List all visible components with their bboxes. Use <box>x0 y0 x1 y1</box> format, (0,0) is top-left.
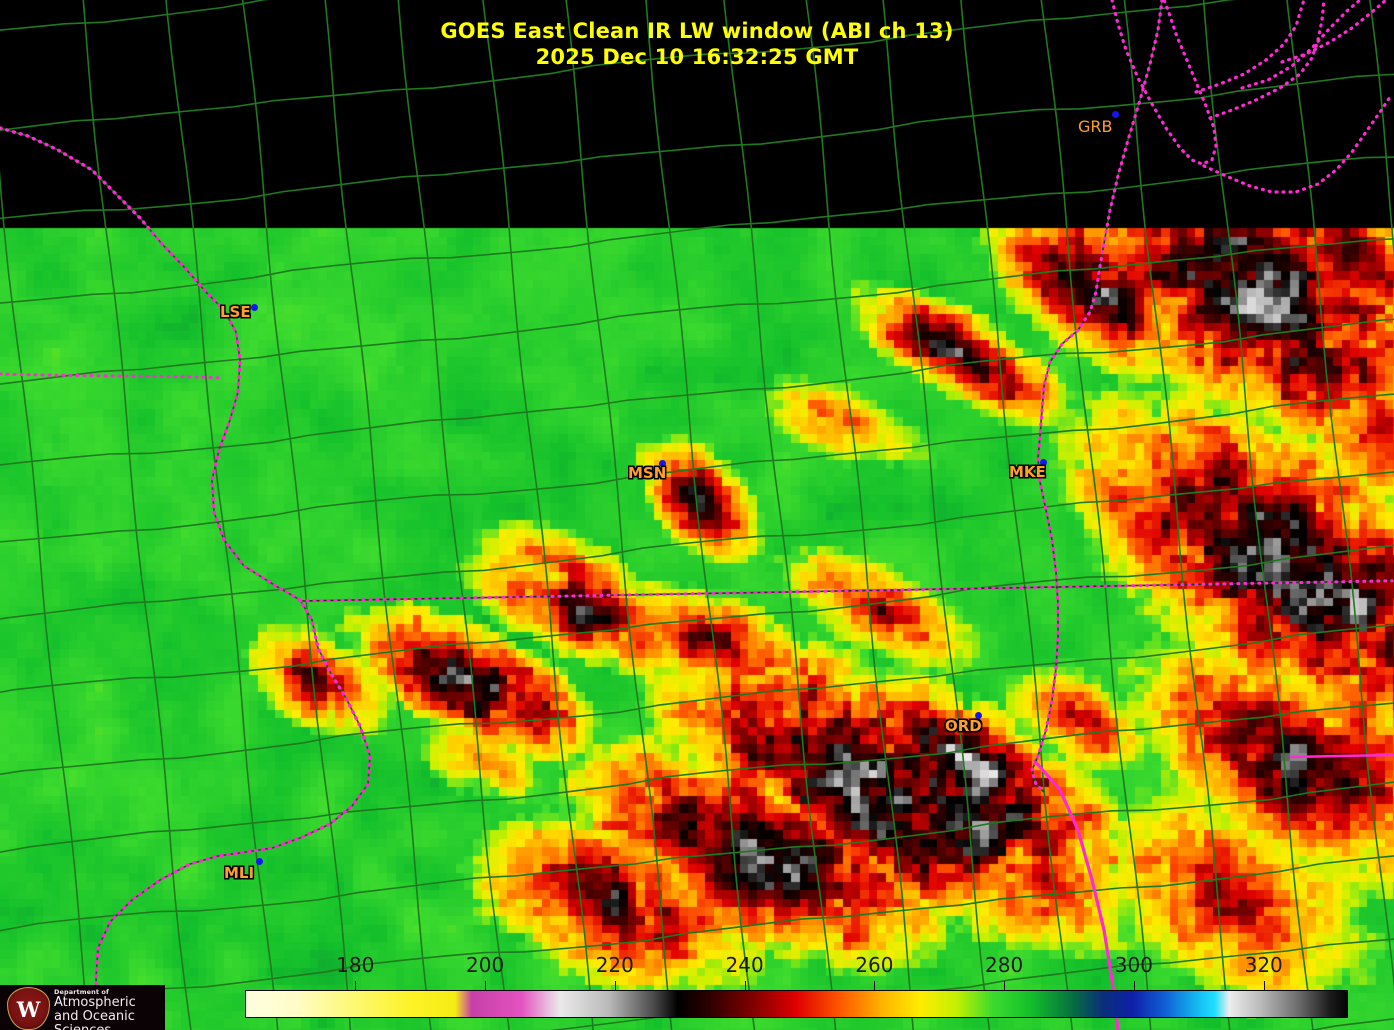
state-border-segment-east <box>1289 753 1394 759</box>
county-boundary-horizontal <box>0 624 1394 776</box>
colorbar-tick <box>614 981 616 990</box>
colorbar-tick <box>1263 981 1265 990</box>
county-boundary-horizontal <box>0 471 1394 620</box>
door-peninsula-east-shore <box>1208 0 1326 120</box>
colorbar-tick-label: 260 <box>855 953 894 977</box>
county-boundary-vertical <box>805 0 915 1030</box>
county-boundary-vertical <box>241 0 352 1030</box>
county-boundary-vertical <box>1202 0 1314 1030</box>
colorbar-tick <box>1004 981 1006 990</box>
lake-michigan-northeast-shore <box>1202 92 1394 194</box>
county-boundary-vertical <box>397 0 510 1030</box>
state-border-mississippi <box>0 126 372 1030</box>
colorbar-tick <box>485 981 487 990</box>
county-boundary-vertical <box>723 0 837 1030</box>
county-boundary-vertical <box>0 0 11 1030</box>
lake-michigan-shore-base <box>1031 0 1163 793</box>
county-boundary-vertical <box>1369 0 1394 260</box>
county-boundary-vertical <box>882 0 991 1030</box>
colorbar-tick-label: 180 <box>336 953 375 977</box>
river-and-state-line-base <box>0 127 371 1030</box>
logo-text: Department of Atmospheric and Oceanic Sc… <box>54 988 165 1030</box>
county-boundary-horizontal <box>0 702 1394 854</box>
county-boundary-horizontal <box>0 238 1394 385</box>
lake-michigan-north-shore <box>1240 0 1362 90</box>
door-peninsula-bay-shore <box>1194 0 1306 94</box>
colorbar-tick <box>1133 981 1135 990</box>
uw-aos-logo: W Department of Atmospheric and Oceanic … <box>0 985 165 1030</box>
logo-line-2a: Atmospheric <box>54 995 136 1010</box>
state-border-mn-ia <box>0 372 224 380</box>
state-border-il-in <box>1032 758 1120 1030</box>
county-boundary-horizontal <box>1308 1018 1394 1030</box>
county-boundary-horizontal <box>0 156 1394 304</box>
logo-line-1: Department of <box>54 988 109 996</box>
county-boundary-vertical <box>0 169 90 1030</box>
county-boundary-horizontal <box>0 544 1394 694</box>
colorbar-tick-label: 240 <box>725 953 764 977</box>
county-boundary-horizontal <box>0 781 1394 932</box>
county-boundary-horizontal <box>0 393 1394 543</box>
colorbar-tick <box>874 981 876 990</box>
county-boundary-vertical <box>1286 0 1394 991</box>
colorbar: 180 200 220 240 260 280 300 320 <box>245 953 1348 1018</box>
colorbar-tick-label: 280 <box>985 953 1024 977</box>
logo-line-2b: and Oceanic Sciences <box>54 1009 135 1030</box>
colorbar-tick-label: 200 <box>466 953 505 977</box>
colorbar-tick-label: 320 <box>1244 953 1283 977</box>
upper-peninsula-shore <box>1280 0 1388 64</box>
colorbar-tick-label: 300 <box>1114 953 1153 977</box>
county-boundary-vertical <box>960 0 1074 1030</box>
county-boundary-horizontal <box>0 0 1237 132</box>
lake-michigan-west-shore <box>1030 0 1164 794</box>
county-boundary-vertical <box>324 0 432 1030</box>
county-boundary-vertical <box>1123 0 1231 1030</box>
county-boundary-vertical <box>82 0 192 1030</box>
colorbar-tick-label: 220 <box>595 953 634 977</box>
county-boundary-horizontal <box>0 855 1394 1008</box>
uw-crest-icon: W <box>7 987 50 1030</box>
uw-crest-letter: W <box>16 996 41 1022</box>
colorbar-tick <box>744 981 746 990</box>
county-boundary-vertical <box>645 0 756 1030</box>
county-boundary-vertical <box>565 0 673 1030</box>
colorbar-tick <box>355 981 357 990</box>
colorbar-gradient <box>245 990 1348 1018</box>
state-border-wi-il <box>298 579 1394 603</box>
county-boundary-horizontal <box>0 73 1394 220</box>
county-boundary-vertical <box>482 0 594 1030</box>
county-boundary-horizontal <box>0 0 269 31</box>
green-bay-shoreline <box>1110 0 1218 166</box>
county-boundary-vertical <box>1040 0 1152 1030</box>
county-boundary-horizontal <box>0 318 1394 466</box>
